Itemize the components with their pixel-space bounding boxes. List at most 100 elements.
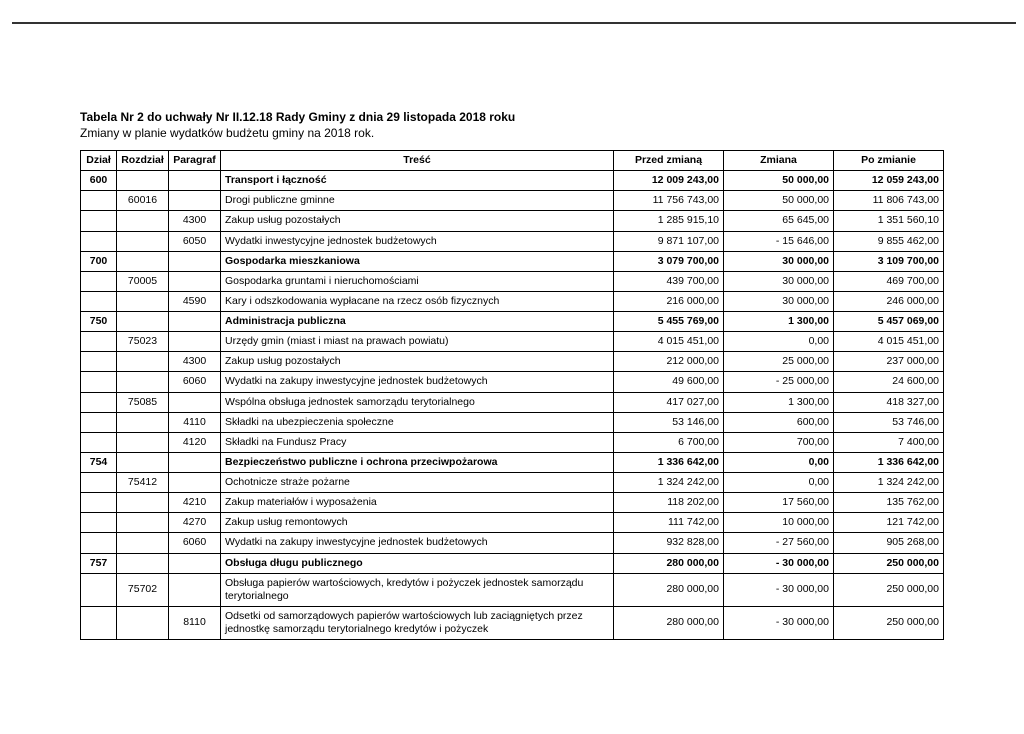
- table-row: 4300Zakup usług pozostałych212 000,0025 …: [81, 352, 944, 372]
- table-cell: 4120: [169, 432, 221, 452]
- table-cell: 12 009 243,00: [614, 171, 724, 191]
- table-row: 4120Składki na Fundusz Pracy6 700,00700,…: [81, 432, 944, 452]
- table-cell: [117, 171, 169, 191]
- table-cell: 6060: [169, 533, 221, 553]
- table-cell: Kary i odszkodowania wypłacane na rzecz …: [221, 291, 614, 311]
- table-cell: [169, 191, 221, 211]
- table-cell: [81, 513, 117, 533]
- table-cell: 30 000,00: [724, 291, 834, 311]
- table-cell: 600: [81, 171, 117, 191]
- table-cell: 0,00: [724, 473, 834, 493]
- table-cell: 75085: [117, 392, 169, 412]
- table-cell: Gospodarka gruntami i nieruchomościami: [221, 271, 614, 291]
- table-cell: 118 202,00: [614, 493, 724, 513]
- table-cell: 4270: [169, 513, 221, 533]
- table-cell: 60016: [117, 191, 169, 211]
- table-cell: 9 871 107,00: [614, 231, 724, 251]
- table-cell: 50 000,00: [724, 191, 834, 211]
- table-cell: 6050: [169, 231, 221, 251]
- table-row: 6050Wydatki inwestycyjne jednostek budże…: [81, 231, 944, 251]
- table-cell: [169, 251, 221, 271]
- budget-changes-table: Dział Rozdział Paragraf Treść Przed zmia…: [80, 150, 944, 640]
- table-cell: Obsługa papierów wartościowych, kredytów…: [221, 573, 614, 606]
- col-zmiana: Zmiana: [724, 151, 834, 171]
- table-cell: 49 600,00: [614, 372, 724, 392]
- table-row: 4300Zakup usług pozostałych1 285 915,106…: [81, 211, 944, 231]
- table-cell: [117, 606, 169, 639]
- table-cell: Bezpieczeństwo publiczne i ochrona przec…: [221, 452, 614, 472]
- table-cell: [81, 191, 117, 211]
- table-cell: 5 457 069,00: [834, 312, 944, 332]
- table-cell: 417 027,00: [614, 392, 724, 412]
- table-cell: 0,00: [724, 332, 834, 352]
- table-row: 754Bezpieczeństwo publiczne i ochrona pr…: [81, 452, 944, 472]
- table-cell: 53 746,00: [834, 412, 944, 432]
- table-cell: Zakup usług pozostałych: [221, 352, 614, 372]
- table-cell: [117, 211, 169, 231]
- table-subtitle: Zmiany w planie wydatków budżetu gminy n…: [80, 126, 944, 140]
- table-cell: Drogi publiczne gminne: [221, 191, 614, 211]
- table-row: 700Gospodarka mieszkaniowa3 079 700,0030…: [81, 251, 944, 271]
- table-cell: 111 742,00: [614, 513, 724, 533]
- table-cell: Składki na ubezpieczenia społeczne: [221, 412, 614, 432]
- table-cell: [81, 211, 117, 231]
- table-cell: 250 000,00: [834, 573, 944, 606]
- table-row: 60016Drogi publiczne gminne11 756 743,00…: [81, 191, 944, 211]
- table-cell: 3 109 700,00: [834, 251, 944, 271]
- table-cell: 12 059 243,00: [834, 171, 944, 191]
- table-cell: - 30 000,00: [724, 553, 834, 573]
- col-tresc: Treść: [221, 151, 614, 171]
- table-cell: 6060: [169, 372, 221, 392]
- table-cell: [169, 171, 221, 191]
- table-cell: [81, 533, 117, 553]
- table-row: 6060Wydatki na zakupy inwestycyjne jedno…: [81, 372, 944, 392]
- table-cell: 280 000,00: [614, 573, 724, 606]
- table-cell: - 25 000,00: [724, 372, 834, 392]
- table-cell: 250 000,00: [834, 553, 944, 573]
- table-cell: [169, 392, 221, 412]
- table-cell: [117, 352, 169, 372]
- table-cell: 4300: [169, 211, 221, 231]
- table-cell: Obsługa długu publicznego: [221, 553, 614, 573]
- table-cell: Wydatki inwestycyjne jednostek budżetowy…: [221, 231, 614, 251]
- table-row: 75412Ochotnicze straże pożarne1 324 242,…: [81, 473, 944, 493]
- table-cell: [81, 606, 117, 639]
- table-cell: 280 000,00: [614, 553, 724, 573]
- col-po: Po zmianie: [834, 151, 944, 171]
- table-cell: [81, 412, 117, 432]
- table-cell: Zakup materiałów i wyposażenia: [221, 493, 614, 513]
- table-cell: 700: [81, 251, 117, 271]
- table-row: 757 Obsługa długu publicznego280 000,00- …: [81, 553, 944, 573]
- table-cell: 246 000,00: [834, 291, 944, 311]
- table-cell: 757: [81, 553, 117, 573]
- table-cell: Transport i łączność: [221, 171, 614, 191]
- table-cell: 65 645,00: [724, 211, 834, 231]
- table-cell: 75702: [117, 573, 169, 606]
- table-title: Tabela Nr 2 do uchwały Nr II.12.18 Rady …: [80, 110, 944, 124]
- table-row: 75085Wspólna obsługa jednostek samorządu…: [81, 392, 944, 412]
- table-cell: 1 300,00: [724, 392, 834, 412]
- table-cell: [117, 412, 169, 432]
- table-cell: Wydatki na zakupy inwestycyjne jednostek…: [221, 372, 614, 392]
- table-cell: 121 742,00: [834, 513, 944, 533]
- table-cell: Odsetki od samorządowych papierów wartoś…: [221, 606, 614, 639]
- table-cell: [81, 573, 117, 606]
- table-cell: - 15 646,00: [724, 231, 834, 251]
- table-cell: [117, 231, 169, 251]
- table-cell: [117, 533, 169, 553]
- table-cell: 1 324 242,00: [834, 473, 944, 493]
- table-cell: 24 600,00: [834, 372, 944, 392]
- table-cell: - 30 000,00: [724, 606, 834, 639]
- table-cell: 75412: [117, 473, 169, 493]
- table-cell: [81, 392, 117, 412]
- table-cell: 469 700,00: [834, 271, 944, 291]
- table-cell: 9 855 462,00: [834, 231, 944, 251]
- table-cell: [81, 372, 117, 392]
- table-cell: [169, 332, 221, 352]
- table-cell: [169, 271, 221, 291]
- table-row: 70005Gospodarka gruntami i nieruchomości…: [81, 271, 944, 291]
- table-cell: 905 268,00: [834, 533, 944, 553]
- table-cell: 30 000,00: [724, 271, 834, 291]
- table-row: 8110Odsetki od samorządowych papierów wa…: [81, 606, 944, 639]
- table-row: 75702 Obsługa papierów wartościowych, kre…: [81, 573, 944, 606]
